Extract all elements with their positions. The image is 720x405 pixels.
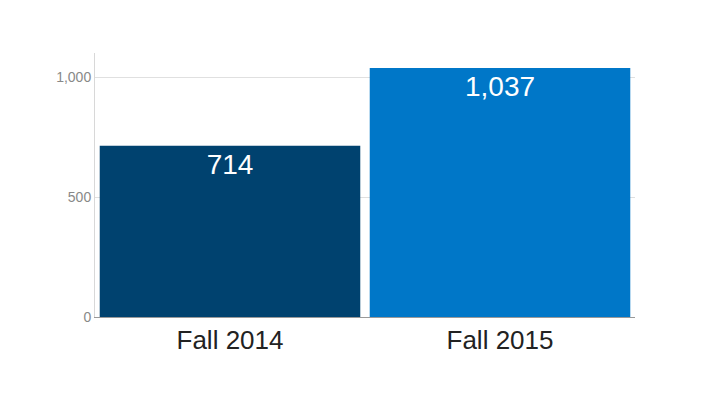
- svg-text:500: 500: [68, 189, 92, 205]
- svg-text:1,000: 1,000: [56, 69, 91, 85]
- svg-text:Fall 2015: Fall 2015: [447, 325, 554, 355]
- svg-text:1,037: 1,037: [465, 71, 535, 102]
- svg-text:Fall 2014: Fall 2014: [177, 325, 284, 355]
- svg-text:714: 714: [207, 149, 254, 180]
- svg-text:0: 0: [83, 309, 91, 325]
